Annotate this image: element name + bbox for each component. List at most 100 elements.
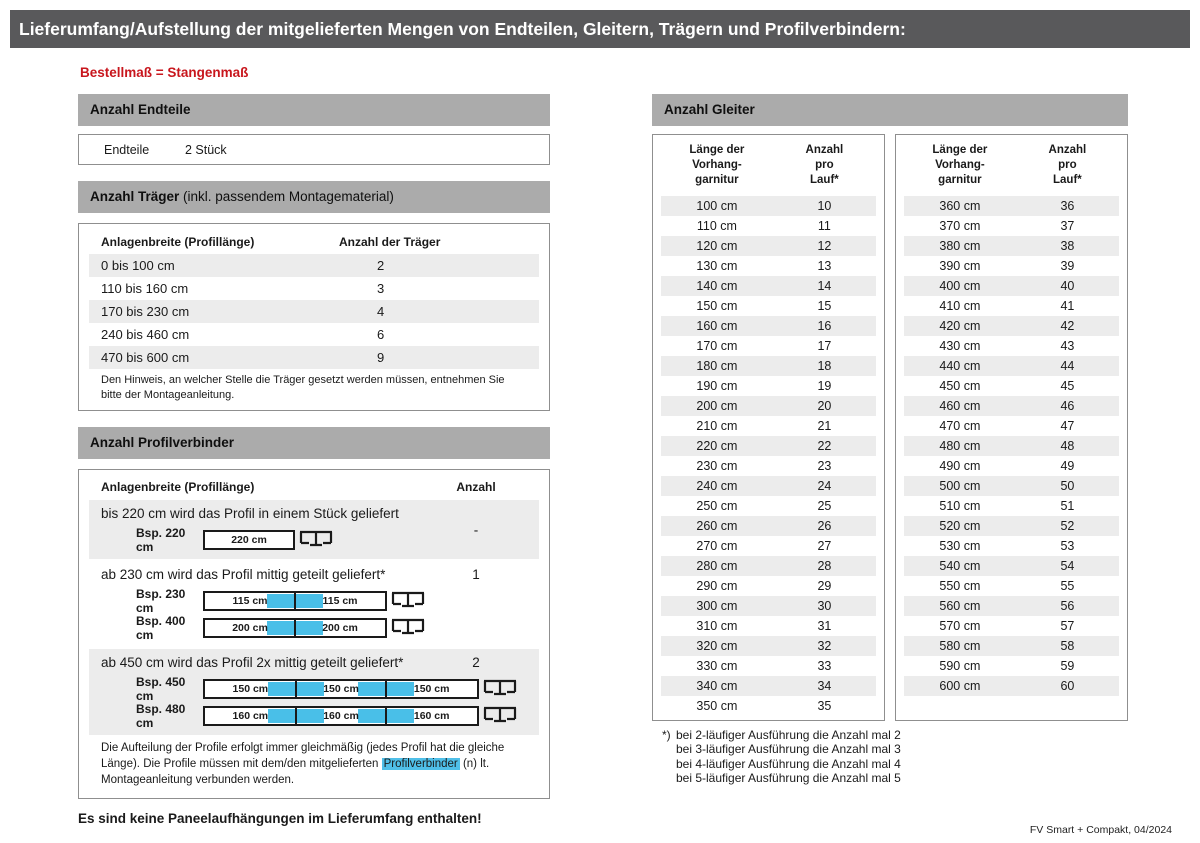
profile-segment-label: 220 cm: [231, 534, 267, 547]
gleiter-count-cell: 53: [1060, 538, 1075, 553]
gleiter-row: 350 cm 35: [661, 696, 876, 716]
gleiter-length-cell: 140 cm: [696, 278, 738, 293]
gleiter-length-cell: 110 cm: [696, 218, 737, 233]
gleiter-count-cell: 58: [1060, 638, 1075, 653]
gleiter-row: 440 cm 44: [904, 355, 1119, 376]
gleiter-row: 410 cm 41: [904, 296, 1119, 316]
profile-end-icon: [391, 591, 425, 608]
gleiter-count-cell: 37: [1060, 218, 1075, 233]
gleiter-length-cell: 290 cm: [696, 578, 738, 593]
profile-example-row: Bsp. 220 cm 220 cm: [89, 526, 539, 554]
traeger-count-cell: 6: [377, 327, 385, 342]
gleiter-col2-header: Anzahl pro Lauf*: [805, 144, 844, 187]
gleiter-count-cell: 44: [1060, 358, 1075, 373]
gleiter-length-cell: 340 cm: [696, 678, 738, 693]
traeger-col1-header: Anlagenbreite (Profillänge): [101, 235, 255, 249]
gleiter-row: 540 cm 54: [904, 555, 1119, 576]
profilverbinder-group: ab 230 cm wird das Profil mittig geteilt…: [89, 561, 539, 647]
endteile-box: Endteile 2 Stück: [78, 134, 550, 165]
profile-example-label: Bsp. 480 cm: [136, 702, 186, 731]
gleiter-row: 330 cm 33: [661, 656, 876, 676]
profile-example-row: Bsp. 400 cm 200 cm 200 cm: [89, 614, 539, 642]
section-header-profilverbinder: Anzahl Profilverbinder: [78, 427, 550, 460]
gleiter-count-cell: 33: [817, 658, 832, 673]
gleiter-length-cell: 370 cm: [939, 218, 981, 233]
gleiter-row: 230 cm 23: [661, 456, 876, 476]
gleiter-length-cell: 560 cm: [939, 598, 981, 613]
gleiter-row: 250 cm 25: [661, 496, 876, 516]
profile-end-icon: [299, 530, 333, 547]
gleiter-length-cell: 540 cm: [939, 558, 981, 573]
gleiter-length-cell: 460 cm: [939, 398, 981, 413]
gleiter-count-cell: 10: [817, 198, 832, 213]
gleiter-count-cell: 12: [817, 238, 832, 253]
traeger-row: 170 bis 230 cm 4: [89, 300, 539, 323]
gleiter-count-cell: 36: [1060, 198, 1075, 213]
gleiter-length-cell: 410 cm: [939, 298, 981, 313]
profilverbinder-count: 2: [472, 655, 480, 671]
gleiter-count-cell: 11: [817, 218, 831, 233]
gleiter-row: 180 cm 18: [661, 355, 876, 376]
profile-divider-line: [385, 681, 388, 698]
traeger-count-cell: 4: [377, 304, 385, 319]
gleiter-row: 150 cm 15: [661, 296, 876, 316]
gleiter-count-cell: 25: [817, 498, 832, 513]
order-size-note: Bestellmaß = Stangenmaß: [80, 65, 249, 80]
gleiter-col1-header: Länge der Vorhang-garnitur: [689, 144, 745, 187]
gleiter-length-cell: 440 cm: [939, 358, 981, 373]
gleiter-row: 590 cm 59: [904, 656, 1119, 676]
content: Anzahl Endteile Endteile 2 Stück Anzahl …: [78, 94, 1200, 826]
traeger-range-cell: 240 bis 460 cm: [101, 327, 190, 342]
profilverbinder-count: 1: [472, 567, 480, 583]
gleiter-count-cell: 34: [817, 678, 832, 693]
gleiter-length-cell: 150 cm: [696, 298, 738, 313]
section-header-profilverbinder-label: Anzahl Profilverbinder: [90, 435, 235, 451]
gleiter-row: 380 cm 38: [904, 235, 1119, 256]
gleiter-length-cell: 500 cm: [939, 478, 981, 493]
profilverbinder-col2-header: Anzahl: [456, 480, 496, 495]
gleiter-count-cell: 39: [1060, 258, 1075, 273]
gleiter-count-cell: 51: [1060, 498, 1075, 513]
gleiter-table-header: Länge der Vorhang-garnitur Anzahl pro Lauf*: [896, 140, 1127, 196]
gleiter-length-cell: 360 cm: [939, 198, 981, 213]
right-column: Anzahl Gleiter Länge der Vorhang-garnitur…: [652, 94, 1128, 826]
profilverbinder-note-suffix: (n) lt. Montageanleitung verbunden werde…: [101, 757, 490, 786]
gleiter-count-cell: 50: [1060, 478, 1075, 493]
page-title: Lieferumfang/Aufstellung der mitgeliefer…: [19, 19, 906, 39]
traeger-row: 470 bis 600 cm 9: [89, 346, 539, 369]
section-header-traeger: Anzahl Träger (inkl. passendem Montagema…: [78, 181, 550, 213]
traeger-row: 240 bis 460 cm 6: [89, 323, 539, 346]
gleiter-row: 510 cm 51: [904, 496, 1119, 516]
section-header-gleiter: Anzahl Gleiter: [652, 94, 1128, 126]
gleiter-count-cell: 40: [1060, 278, 1075, 293]
gleiter-length-cell: 530 cm: [939, 538, 981, 553]
gleiter-count-cell: 43: [1060, 338, 1075, 353]
gleiter-count-cell: 55: [1060, 578, 1075, 593]
profile-segment-label: 115 cm: [322, 595, 358, 608]
gleiter-length-cell: 350 cm: [696, 698, 738, 713]
gleiter-length-cell: 570 cm: [939, 618, 981, 633]
traeger-rows: 0 bis 100 cm 2 110 bis 160 cm 3 170 bis 230 …: [79, 254, 549, 369]
profile-bar-diagram: 220 cm: [203, 530, 295, 551]
gleiter-count-cell: 19: [817, 378, 832, 393]
gleiter-count-cell: 27: [817, 538, 832, 553]
gleiter-row: 240 cm 24: [661, 475, 876, 496]
gleiter-row: 280 cm 28: [661, 555, 876, 576]
profile-divider-line: [385, 708, 388, 725]
gleiter-length-cell: 450 cm: [939, 378, 981, 393]
left-column: Anzahl Endteile Endteile 2 Stück Anzahl …: [78, 94, 550, 826]
gleiter-length-cell: 510 cm: [939, 498, 981, 513]
document-version: FV Smart + Compakt, 04/2024: [1029, 824, 1172, 836]
profilverbinder-group: ab 450 cm wird das Profil 2x mittig gete…: [89, 649, 539, 736]
gleiter-row: 300 cm 30: [661, 595, 876, 616]
gleiter-row: 520 cm 52: [904, 515, 1119, 536]
gleiter-count-cell: 45: [1060, 378, 1075, 393]
profile-end-icon: [483, 706, 517, 723]
gleiter-row: 580 cm 58: [904, 635, 1119, 656]
section-header-traeger-suffix: (inkl. passendem Montagematerial): [179, 189, 394, 204]
gleiter-length-cell: 210 cm: [696, 418, 738, 433]
traeger-count-cell: 3: [377, 281, 385, 296]
gleiter-length-cell: 250 cm: [696, 498, 738, 513]
gleiter-row: 420 cm 42: [904, 315, 1119, 336]
profile-segment-label: 160 cm: [232, 710, 269, 723]
